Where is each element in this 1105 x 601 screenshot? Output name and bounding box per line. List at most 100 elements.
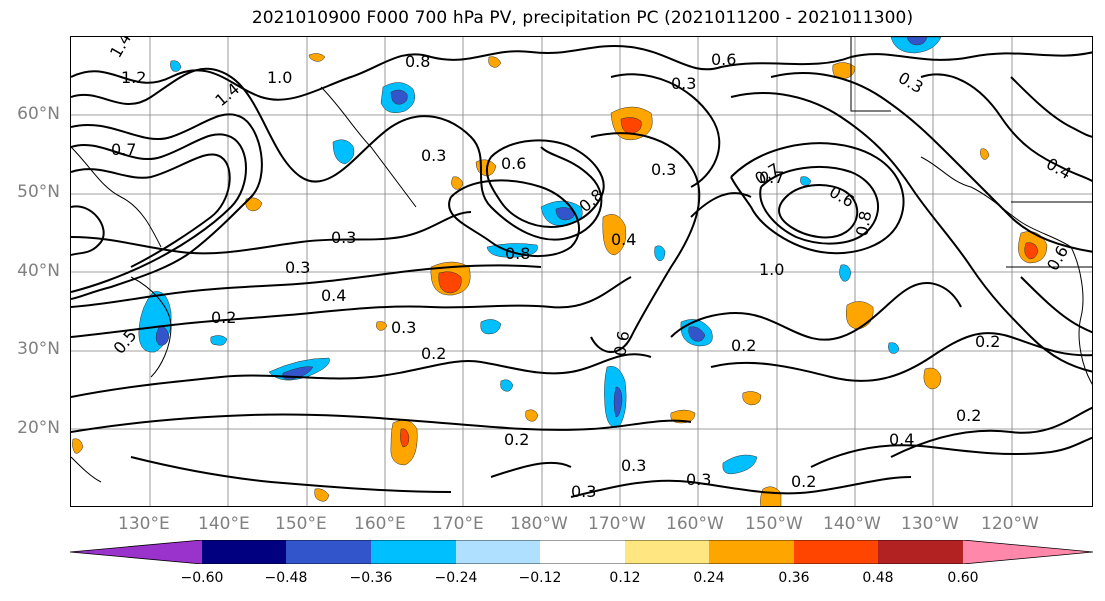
contour-label: 0.2 bbox=[421, 344, 446, 363]
contour-label: 0.4 bbox=[889, 430, 914, 449]
contour-label: 0.8 bbox=[505, 244, 530, 263]
colorbar-tick: 0.24 bbox=[693, 570, 725, 586]
precip-negative-blob bbox=[170, 60, 182, 72]
colorbar-cell bbox=[878, 540, 963, 564]
map-canvas: 1.4 1.2 1.0 0.8 0.6 0.3 0.7 1.4 0.4 0.3 … bbox=[71, 37, 1092, 506]
lon-label-130e: 130°E bbox=[118, 514, 170, 534]
precip-negative-blob bbox=[210, 335, 228, 346]
contour-label: 0.2 bbox=[791, 472, 816, 491]
contour-label: 0.6 bbox=[610, 329, 633, 357]
lon-label-140e: 140°E bbox=[198, 514, 250, 534]
colorbar bbox=[70, 540, 1093, 564]
contour-label: 0.4 bbox=[611, 230, 636, 249]
figure-title: 2021010900 F000 700 hPa PV, precipitatio… bbox=[251, 8, 914, 28]
lon-label-160e: 160°E bbox=[354, 514, 406, 534]
lat-label-40n: 40°N bbox=[17, 261, 60, 281]
lon-label-140w: 140°W bbox=[823, 514, 881, 534]
precip-negative-blob bbox=[906, 37, 928, 46]
coastlines bbox=[71, 37, 1092, 483]
colorbar-tick: 0.36 bbox=[778, 570, 810, 586]
colorbar-tick: 0.48 bbox=[862, 570, 894, 586]
contour-label: 0.2 bbox=[731, 336, 756, 355]
lat-label-30n: 30°N bbox=[17, 339, 60, 359]
lon-label-150e: 150°E bbox=[275, 514, 327, 534]
colorbar-cells bbox=[70, 540, 1093, 564]
precip-positive-blob bbox=[400, 428, 410, 448]
colorbar-tick: −0.24 bbox=[434, 570, 478, 586]
colorbar-tick: −0.36 bbox=[349, 570, 393, 586]
contour-label: 0.5 bbox=[110, 326, 141, 358]
lon-label-160w: 160°W bbox=[666, 514, 724, 534]
lon-label-170e: 170°E bbox=[432, 514, 484, 534]
contour-label: 0.3 bbox=[571, 482, 596, 501]
precip-positive-blob bbox=[438, 271, 462, 294]
contour-label: 0.4 bbox=[321, 286, 346, 305]
precip-negative-blob bbox=[555, 207, 575, 221]
precip-positive-blob bbox=[832, 62, 856, 80]
lon-label-130w: 130°W bbox=[901, 514, 959, 534]
contour-label-layer: 1.4 1.2 1.0 0.8 0.6 0.3 0.7 1.4 0.4 0.3 … bbox=[106, 37, 1075, 501]
contour-label: 0.2 bbox=[975, 332, 1000, 351]
precip-positive-blob bbox=[1024, 242, 1039, 260]
precip-negative-blob bbox=[688, 326, 706, 342]
precip-negative-blob bbox=[613, 386, 623, 418]
contour-label: 0.7 bbox=[759, 168, 784, 187]
colorbar-cell bbox=[794, 540, 878, 564]
contour-label: 0.8 bbox=[405, 52, 430, 71]
lon-label-180w: 180°W bbox=[510, 514, 568, 534]
lat-label-50n: 50°N bbox=[17, 182, 60, 202]
precip-positive-blob bbox=[314, 488, 330, 502]
precip-positive-blob bbox=[72, 438, 84, 454]
precip-negative-blob bbox=[480, 319, 502, 335]
colorbar-cell bbox=[625, 540, 709, 564]
precip-positive-blob bbox=[245, 197, 263, 212]
contour-label: 0.3 bbox=[651, 160, 676, 179]
contour-label: 0.2 bbox=[211, 308, 236, 327]
precip-negative-blob bbox=[155, 326, 170, 346]
colorbar-cell bbox=[456, 540, 540, 564]
precip-positive-blob bbox=[620, 117, 642, 134]
precip-positive-blob bbox=[923, 367, 942, 390]
colorbar-tick: 0.60 bbox=[947, 570, 979, 586]
precip-negative-blob bbox=[500, 379, 514, 392]
precip-positive-blob bbox=[308, 53, 326, 62]
contour-label: 1.0 bbox=[759, 260, 784, 279]
precip-positive-blob bbox=[760, 486, 782, 506]
precip-positive-blob bbox=[451, 176, 464, 190]
colorbar-cell bbox=[371, 540, 456, 564]
precip-positive-blob bbox=[525, 409, 539, 422]
precip-positive-blob bbox=[602, 214, 627, 256]
lat-label-20n: 20°N bbox=[17, 418, 60, 438]
contour-label: 0.3 bbox=[686, 470, 711, 489]
contour-label: 0.3 bbox=[331, 228, 356, 247]
lat-label-60n: 60°N bbox=[17, 104, 60, 124]
colorbar-tick: −0.48 bbox=[264, 570, 308, 586]
colorbar-cell bbox=[540, 540, 625, 564]
pv-contours bbox=[71, 45, 1092, 498]
colorbar-cell bbox=[202, 540, 286, 564]
precip-negative-blob bbox=[800, 176, 812, 186]
contour-label: 1.0 bbox=[267, 68, 292, 87]
contour-label: 0.6 bbox=[501, 154, 526, 173]
contour-label: 0.7 bbox=[111, 140, 136, 159]
precip-negative-blob bbox=[332, 139, 355, 165]
colorbar-tick: 0.12 bbox=[609, 570, 641, 586]
lon-label-150w: 150°W bbox=[745, 514, 803, 534]
contour-label: 0.3 bbox=[621, 456, 646, 475]
contour-label: 0.3 bbox=[285, 258, 310, 277]
precip-positive-blob bbox=[742, 391, 762, 406]
precipitation-anomaly-shading bbox=[138, 37, 942, 475]
precip-negative-blob bbox=[654, 245, 666, 262]
precip-negative-blob bbox=[722, 454, 758, 475]
contour-label: 0.3 bbox=[421, 146, 446, 165]
precipitation-positive-shading bbox=[72, 53, 1048, 506]
contour-label: 0.3 bbox=[671, 74, 696, 93]
lon-label-170w: 170°W bbox=[588, 514, 646, 534]
contour-label: 0.4 bbox=[1043, 154, 1075, 183]
colorbar-cell bbox=[709, 540, 794, 564]
colorbar-tick: −0.12 bbox=[518, 570, 562, 586]
map-panel: 1.4 1.2 1.0 0.8 0.6 0.3 0.7 1.4 0.4 0.3 … bbox=[70, 36, 1093, 507]
contour-label: 1.2 bbox=[121, 68, 146, 87]
precip-negative-blob bbox=[839, 264, 852, 282]
precip-negative-blob bbox=[390, 89, 408, 105]
